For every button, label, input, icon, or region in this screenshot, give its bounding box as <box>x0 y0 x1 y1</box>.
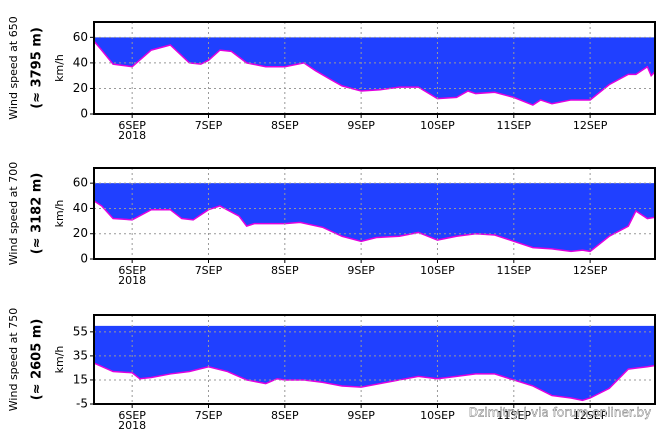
x-tick-label: 9SEP <box>347 119 375 132</box>
x-tick-label: 12SEP <box>573 409 608 422</box>
y-tick-label: 60 <box>73 30 88 44</box>
y-tick-label: 60 <box>73 176 88 190</box>
plot-frame <box>93 167 656 260</box>
x-tick-label: 9SEP <box>347 264 375 277</box>
x-tick-label: 8SEP <box>271 119 299 132</box>
x-tick-label: 7SEP <box>195 119 223 132</box>
x-tick-label: 7SEP <box>195 264 223 277</box>
x-tick-label: 10SEP <box>420 264 455 277</box>
x-tick-label: 9SEP <box>347 409 375 422</box>
area-fill <box>94 325 655 401</box>
x-tick-label: 8SEP <box>271 409 299 422</box>
x-tick-label: 12SEP <box>573 119 608 132</box>
x-tick-label: 8SEP <box>271 264 299 277</box>
year-label: 2018 <box>118 129 146 142</box>
x-tick-label: 6SEP <box>118 409 146 422</box>
y-tick-label: 40 <box>73 55 88 69</box>
y-unit: km/h <box>53 54 66 82</box>
x-tick-label: 11SEP <box>497 119 532 132</box>
y-tick-label: 40 <box>73 201 88 215</box>
y-label-height: (≈ 2605 m) <box>30 319 45 401</box>
y-unit: km/h <box>53 346 66 374</box>
x-tick-label: 7SEP <box>195 409 223 422</box>
x-tick-label: 10SEP <box>420 409 455 422</box>
plot-frame <box>93 314 656 405</box>
y-label: Wind speed at 700 <box>7 162 20 265</box>
x-tick-label: 11SEP <box>497 264 532 277</box>
y-label-height: (≈ 3795 m) <box>30 27 45 109</box>
y-unit: km/h <box>53 200 66 228</box>
watermark: Dzimitry | via forum.onliner.by <box>469 406 652 420</box>
y-label: Wind speed at 750 <box>7 308 20 411</box>
area-fill <box>94 37 655 106</box>
y-tick-label: 55 <box>73 324 88 338</box>
y-label: Wind speed at 650 <box>7 16 20 119</box>
x-tick-label: 10SEP <box>420 119 455 132</box>
y-tick-label: 0 <box>80 252 88 266</box>
area-fill <box>94 183 655 252</box>
year-label: 2018 <box>118 274 146 287</box>
wind-line <box>93 362 656 402</box>
wind-line <box>93 40 656 106</box>
x-tick-label: 6SEP <box>118 119 146 132</box>
x-tick-label: 12SEP <box>573 264 608 277</box>
y-tick-label: -5 <box>76 397 88 411</box>
y-tick-label: 35 <box>73 348 88 362</box>
x-tick-label: 6SEP <box>118 264 146 277</box>
wind-line <box>93 200 656 253</box>
y-tick-label: 15 <box>73 372 88 386</box>
y-tick-label: 20 <box>73 226 88 240</box>
y-label-height: (≈ 3182 m) <box>30 173 45 255</box>
y-tick-label: 20 <box>73 81 88 95</box>
year-label: 2018 <box>118 419 146 432</box>
y-tick-label: 0 <box>80 107 88 121</box>
x-tick-label: 11SEP <box>497 409 532 422</box>
plot-frame <box>93 21 656 115</box>
